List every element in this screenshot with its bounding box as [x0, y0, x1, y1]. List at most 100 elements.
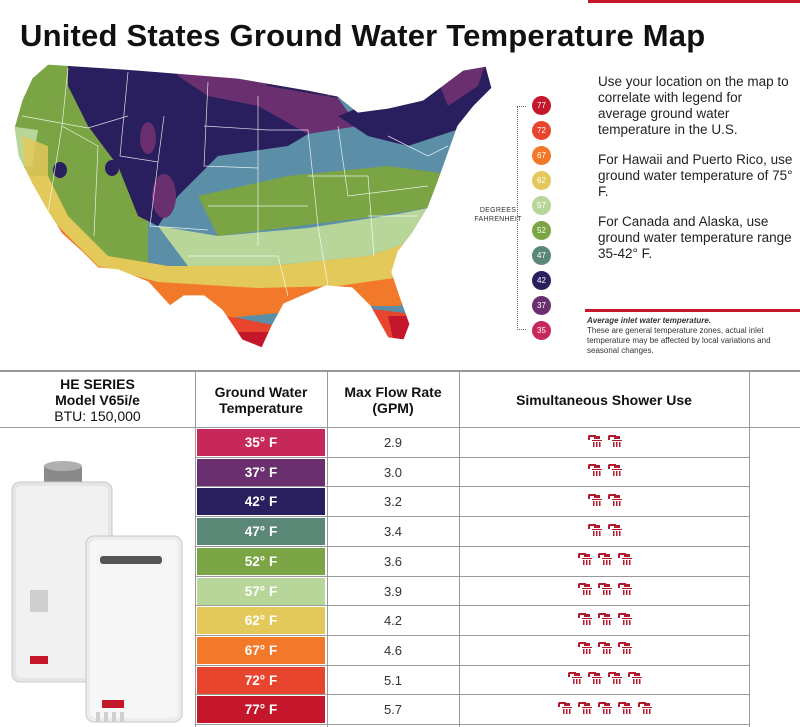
legend-dot-52: 52 [532, 221, 551, 240]
temperature-cell: 77° F [197, 696, 325, 724]
table-row: 77° F 5.7 [195, 695, 750, 724]
table-row: 67° F 4.6 [195, 636, 750, 665]
shower-icon [576, 581, 593, 601]
shower-icon [576, 640, 593, 660]
header-temp-line1: Ground Water [214, 383, 308, 400]
note-title: Average inlet water temperature. [587, 316, 712, 325]
flow-rate-table: HE SERIES Model V65i/e BTU: 150,000 Grou… [0, 370, 800, 727]
legend-units-label: DEGREES FAHRENHEIT [468, 206, 528, 224]
shower-icon [586, 522, 603, 542]
shower-icon [636, 700, 653, 720]
temperature-cell: 37° F [197, 458, 325, 486]
header-flow-line2: (GPM) [372, 399, 414, 416]
top-accent-rule [588, 0, 800, 3]
shower-icon [586, 670, 603, 690]
model-name: Model V65i/e [55, 391, 140, 408]
model-info: HE SERIES Model V65i/e BTU: 150,000 [0, 372, 195, 427]
shower-icon [606, 433, 623, 453]
row-divider [195, 456, 750, 458]
shower-icon [606, 492, 623, 512]
shower-icon [556, 700, 573, 720]
row-divider [195, 724, 750, 725]
shower-icon [586, 433, 603, 453]
legend-label-line2: FAHRENHEIT [474, 216, 522, 223]
model-series: HE SERIES [60, 375, 135, 392]
table-row: 42° F 3.2 [195, 487, 750, 516]
legend-bracket [517, 106, 526, 330]
legend-dot-42: 42 [532, 271, 551, 290]
row-divider [195, 545, 750, 547]
shower-icon [616, 700, 633, 720]
shower-icon [596, 611, 613, 631]
flow-rate-cell: 5.7 [383, 702, 403, 718]
legend-dot-47: 47 [532, 246, 551, 265]
temperature-cell: 57° F [197, 577, 325, 605]
note-body: These are general temperature zones, act… [587, 326, 771, 355]
flow-rate-cell: 4.6 [383, 642, 403, 658]
water-heater-product-image [11, 461, 183, 723]
shower-count-cell [459, 606, 749, 635]
shower-count-cell [459, 666, 749, 695]
legend-dot-35: 35 [532, 321, 551, 340]
shower-icon [566, 670, 583, 690]
flow-rate-cell: 3.0 [383, 464, 403, 480]
row-divider [195, 575, 750, 577]
shower-icon [616, 551, 633, 571]
shower-count-cell [459, 517, 749, 546]
shower-icon [606, 522, 623, 542]
shower-icon [576, 551, 593, 571]
model-btu: BTU: 150,000 [54, 407, 141, 424]
row-divider [195, 486, 750, 488]
temperature-cell: 35° F [197, 429, 325, 456]
flow-rate-cell: 4.2 [383, 613, 403, 629]
shower-icon [586, 462, 603, 482]
shower-icon [576, 611, 593, 631]
shower-count-cell [459, 458, 749, 487]
flow-rate-cell: 5.1 [383, 672, 403, 688]
temperature-cell: 62° F [197, 607, 325, 635]
table-row: 62° F 4.2 [195, 606, 750, 635]
shower-icon [596, 700, 613, 720]
table-row: 47° F 3.4 [195, 517, 750, 546]
temperature-cell: 47° F [197, 518, 325, 546]
legend-dot-62: 62 [532, 171, 551, 190]
table-row: 72° F 5.1 [195, 666, 750, 695]
temperature-legend: DEGREES FAHRENHEIT 77 72 67 62 57 52 47 42 37 35 [474, 96, 570, 340]
header-max-flow-rate: Max Flow Rate (GPM) [327, 372, 459, 427]
table-row: 52° F 3.6 [195, 547, 750, 576]
row-divider [195, 516, 750, 518]
shower-icon [596, 640, 613, 660]
shower-count-cell [459, 577, 749, 606]
header-temp-line2: Temperature [219, 399, 303, 416]
temperature-cell: 52° F [197, 547, 325, 575]
shower-count-cell [459, 695, 749, 724]
info-hawaii: For Hawaii and Puerto Rico, use ground w… [598, 152, 793, 199]
legend-dot-57: 57 [532, 196, 551, 215]
us-temperature-map [13, 63, 493, 349]
shower-icon [616, 581, 633, 601]
shower-icon [616, 640, 633, 660]
header-simultaneous-shower: Simultaneous Shower Use [459, 372, 749, 427]
flow-rate-cell: 3.4 [383, 524, 403, 540]
shower-icon [586, 492, 603, 512]
table-row: 57° F 3.9 [195, 577, 750, 606]
flow-rate-cell: 3.2 [383, 494, 403, 510]
shower-count-cell [459, 547, 749, 576]
info-canada: For Canada and Alaska, use ground water … [598, 214, 792, 261]
flow-rate-cell: 2.9 [383, 435, 403, 450]
shower-icon [596, 581, 613, 601]
shower-icon [596, 551, 613, 571]
shower-count-cell [459, 428, 749, 457]
table-row: 35° F 2.9 [195, 428, 750, 457]
legend-dot-67: 67 [532, 146, 551, 165]
temperature-note: Average inlet water temperature. These a… [587, 316, 792, 356]
col-divider-3 [459, 372, 460, 727]
shower-icon [616, 611, 633, 631]
flow-rate-cell: 3.9 [383, 583, 403, 599]
shower-count-cell [459, 636, 749, 665]
temperature-cell: 67° F [197, 636, 325, 664]
table-top-border [0, 370, 800, 372]
legend-label-line1: DEGREES [479, 207, 517, 214]
legend-dot-72: 72 [532, 121, 551, 140]
row-divider [195, 694, 750, 696]
